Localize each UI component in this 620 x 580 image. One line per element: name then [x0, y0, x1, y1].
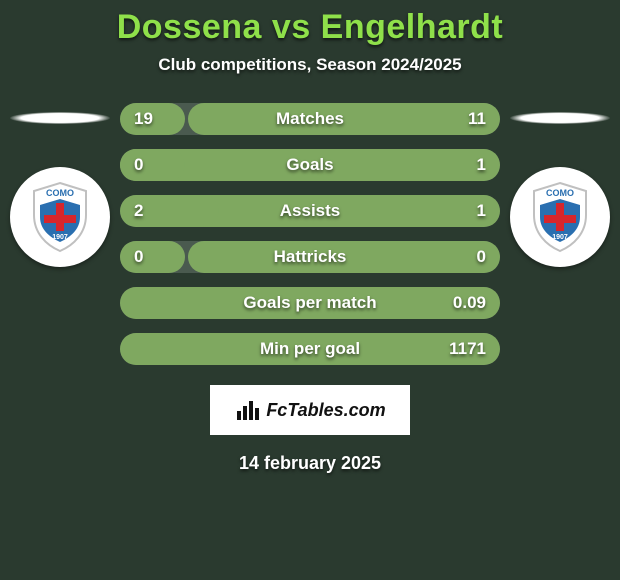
- stat-label: Goals per match: [243, 293, 376, 313]
- bars-logo-icon: [234, 397, 260, 423]
- date-text: 14 february 2025: [239, 453, 381, 474]
- brand-badge: FcTables.com: [210, 385, 410, 435]
- subtitle: Club competitions, Season 2024/2025: [158, 55, 461, 75]
- bar-fill-left: [120, 241, 185, 273]
- stat-row: Min per goal 1171: [120, 333, 500, 365]
- brand-text: FcTables.com: [266, 400, 385, 421]
- stat-label: Hattricks: [274, 247, 347, 267]
- stat-row: Goals per match 0.09: [120, 287, 500, 319]
- bar-fill-right: [188, 103, 500, 135]
- svg-text:COMO: COMO: [46, 188, 74, 198]
- comparison-panel: COMO 1907 Matches 19 11 Goals 0 1 Assists 2 1 Hat…: [0, 103, 620, 365]
- stat-row: Hattricks 0 0: [120, 241, 500, 273]
- stat-value-right: 1: [477, 201, 486, 221]
- stat-label: Goals: [286, 155, 333, 175]
- stat-row: Assists 2 1: [120, 195, 500, 227]
- stat-value-right: 1171: [449, 339, 486, 359]
- stat-value-left: 19: [134, 109, 153, 129]
- right-club-badge: COMO 1907: [510, 167, 610, 267]
- stat-label: Min per goal: [260, 339, 360, 359]
- bar-fill-left: [120, 149, 185, 181]
- left-player-col: COMO 1907: [0, 103, 120, 267]
- stat-value-left: 2: [134, 201, 143, 221]
- stat-row: Goals 0 1: [120, 149, 500, 181]
- stat-value-right: 0: [477, 247, 486, 267]
- shield-icon: COMO 1907: [30, 181, 90, 253]
- stat-value-left: 0: [134, 247, 143, 267]
- stat-label: Assists: [280, 201, 340, 221]
- svg-text:COMO: COMO: [546, 188, 574, 198]
- left-club-badge: COMO 1907: [10, 167, 110, 267]
- bar-fill-right: [188, 195, 500, 227]
- svg-text:1907: 1907: [552, 234, 568, 241]
- svg-text:1907: 1907: [52, 234, 68, 241]
- stat-value-right: 11: [468, 109, 486, 129]
- stat-label: Matches: [276, 109, 344, 129]
- right-player-col: COMO 1907: [500, 103, 620, 267]
- player-silhouette-shadow: [510, 112, 610, 124]
- stat-value-right: 0.09: [453, 293, 486, 313]
- stat-row: Matches 19 11: [120, 103, 500, 135]
- player-silhouette-shadow: [10, 112, 110, 124]
- stat-value-left: 0: [134, 155, 143, 175]
- stat-bars: Matches1911Goals01Assists21Hattricks00Go…: [120, 103, 500, 365]
- stat-value-right: 1: [477, 155, 486, 175]
- page-title: Dossena vs Engelhardt: [117, 8, 504, 47]
- shield-icon: COMO 1907: [530, 181, 590, 253]
